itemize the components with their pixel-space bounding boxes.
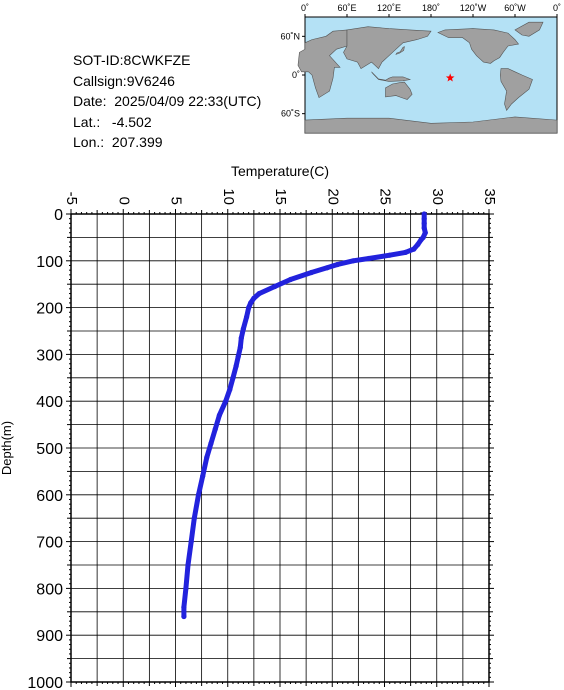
y-tick-label: 700 — [36, 535, 63, 552]
temperature-profile-point — [421, 225, 427, 231]
y-tick-label: 400 — [36, 394, 63, 411]
x-tick-label: 30 — [429, 188, 446, 205]
temperature-profile-point — [208, 440, 214, 446]
temperature-profile-point — [235, 354, 241, 360]
sot-id-text: SOT-ID:8CWKFZE — [73, 52, 191, 68]
temperature-profile-point — [246, 305, 252, 311]
temperature-profile-point — [272, 283, 278, 290]
temperature-profile-point — [227, 386, 233, 393]
temperature-profile-point — [256, 291, 262, 297]
temperature-profile-point — [223, 398, 229, 404]
temperature-profile-point — [415, 241, 421, 247]
x-tick-label: 20 — [324, 188, 341, 205]
y-tick-label: 100 — [36, 254, 63, 271]
temperature-profile-point — [216, 412, 222, 418]
temperature-profile-point — [421, 220, 427, 226]
y-tick-label: 800 — [36, 581, 63, 598]
x-tick-label: 10 — [220, 188, 237, 205]
y-tick-label: 500 — [36, 441, 63, 458]
temperature-profile-point — [334, 261, 341, 268]
y-tick-label: 300 — [36, 347, 63, 364]
x-tick-label: 0 — [115, 197, 132, 205]
y-tick-label: 200 — [36, 301, 63, 318]
temperature-profile-point — [188, 539, 194, 545]
temperature-profile-point — [411, 246, 417, 252]
temperature-profile-point — [233, 363, 239, 369]
x-tick-label: 25 — [377, 188, 394, 205]
temperature-profile-point — [185, 562, 191, 568]
temperature-profile-point — [251, 295, 257, 301]
latitude-text: Lat.: -4.502 — [73, 113, 152, 130]
x-tick-label: 15 — [272, 188, 289, 205]
temperature-profile-point — [230, 375, 236, 381]
temperature-profile-point — [248, 300, 254, 306]
y-tick-label: 900 — [36, 628, 63, 645]
temperature-profile-point — [195, 492, 202, 498]
temperature-profile-point — [387, 252, 393, 258]
x-tick-label: 5 — [168, 197, 185, 205]
temperature-profile-point — [240, 326, 246, 332]
longitude-text: Lon.: 207.399 — [73, 134, 163, 150]
temperature-profile-point — [181, 604, 187, 610]
temperature-profile-point — [244, 314, 250, 320]
temperature-profile-point — [183, 585, 189, 592]
y-tick-label: 600 — [36, 488, 63, 505]
temperature-profile-point — [200, 473, 206, 479]
temperature-profile-point — [418, 237, 424, 243]
temperature-profile-point — [421, 216, 427, 222]
temperature-profile-point — [421, 211, 427, 217]
temperature-profile-point — [237, 344, 243, 350]
y-tick-label: 0 — [54, 207, 63, 224]
temperature-profile-point — [212, 426, 218, 432]
temperature-profile-point — [350, 258, 356, 264]
float-info-block: SOT-ID:8CWKFZE Callsign:9V6246 Date: 202… — [73, 50, 261, 153]
y-axis-label: Depth(m) — [0, 421, 14, 475]
date-text: Date: 2025/04/09 22:33(UTC) — [73, 93, 262, 109]
temperature-profile-point — [238, 335, 244, 341]
temperature-profile-point — [191, 515, 197, 521]
temperature-profile-point — [402, 249, 408, 255]
temperature-profile-point — [287, 276, 294, 283]
temperature-profile-point — [204, 454, 210, 460]
x-tick-label: -5 — [63, 192, 80, 205]
y-tick-label: 1000 — [27, 675, 63, 690]
callsign-text: Callsign:9V6246 — [73, 72, 175, 89]
temperature-profile-point — [324, 265, 330, 271]
temperature-profile-point — [366, 255, 372, 262]
x-tick-label: 35 — [481, 188, 498, 205]
temperature-profile-point — [308, 269, 314, 276]
temperature-profile-point — [422, 230, 428, 236]
temperature-profile-point — [181, 613, 187, 620]
x-axis-label: Temperature(C) — [231, 163, 329, 179]
